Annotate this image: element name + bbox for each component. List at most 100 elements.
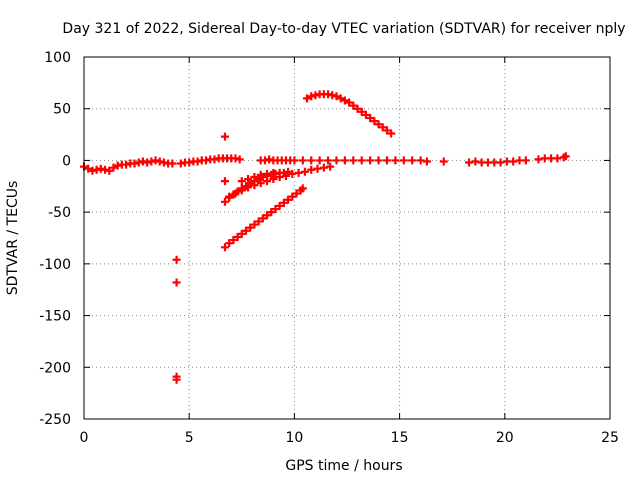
tick-layer: 0 5 10 15 20 25 -250 -200 -150 -100 -50 0 50 100	[39, 50, 619, 446]
data-point	[225, 239, 234, 248]
data-point	[254, 175, 263, 184]
data-series-5	[220, 184, 307, 252]
data-point	[233, 232, 242, 241]
data-point	[408, 156, 417, 165]
data-point	[244, 183, 253, 192]
data-point	[378, 123, 387, 132]
y-tick-label: 0	[62, 153, 71, 169]
data-point	[220, 197, 229, 206]
data-point	[263, 211, 272, 220]
data-point	[172, 255, 181, 264]
data-point	[284, 195, 293, 204]
data-point	[332, 156, 341, 165]
data-point	[256, 179, 265, 188]
data-point	[237, 186, 246, 195]
data-point	[349, 101, 358, 110]
data-point	[235, 155, 244, 164]
data-point	[336, 94, 345, 103]
data-point	[382, 126, 391, 135]
data-series-3	[225, 162, 335, 201]
data-point	[298, 184, 307, 193]
data-point	[366, 114, 375, 123]
data-point	[275, 201, 284, 210]
data-point	[254, 217, 263, 226]
data-point	[349, 156, 358, 165]
data-point	[292, 189, 301, 198]
data-layer	[80, 90, 570, 384]
data-point	[391, 156, 400, 165]
x-tick-label: 25	[601, 430, 619, 446]
data-point	[220, 243, 229, 252]
data-point	[225, 192, 234, 201]
data-series-4	[237, 168, 278, 186]
data-point	[288, 192, 297, 201]
x-tick-label: 20	[496, 430, 514, 446]
data-point	[246, 179, 255, 188]
data-point	[521, 156, 530, 165]
data-series-0	[80, 152, 570, 175]
data-point	[84, 164, 93, 173]
data-point	[109, 163, 118, 172]
data-point	[326, 162, 335, 171]
data-point	[303, 94, 312, 103]
y-axis-label: SDTVAR / TECUs	[5, 181, 21, 296]
data-series-6	[172, 132, 229, 384]
data-point	[422, 157, 431, 166]
data-point	[250, 172, 259, 181]
data-point	[300, 167, 309, 176]
x-tick-label: 0	[80, 430, 89, 446]
data-point	[387, 129, 396, 138]
data-point	[281, 171, 290, 180]
y-tick-label: -200	[39, 360, 71, 376]
data-point	[258, 214, 267, 223]
data-series-1	[303, 90, 396, 138]
x-axis-label: GPS time / hours	[285, 458, 402, 474]
data-point	[244, 175, 253, 184]
data-point	[382, 156, 391, 165]
data-point	[324, 156, 333, 165]
y-tick-label: 100	[44, 50, 71, 66]
data-point	[231, 189, 240, 198]
data-point	[220, 132, 229, 141]
data-point	[307, 156, 316, 165]
data-point	[105, 166, 114, 175]
x-tick-label: 15	[391, 430, 409, 446]
data-point	[315, 156, 324, 165]
data-point	[237, 229, 246, 238]
data-point	[220, 177, 229, 186]
y-tick-label: -250	[39, 412, 71, 428]
data-point	[263, 177, 272, 186]
data-point	[374, 120, 383, 129]
data-point	[357, 156, 366, 165]
x-tick-label: 10	[285, 430, 303, 446]
y-tick-label: -100	[39, 257, 71, 273]
data-point	[332, 92, 341, 101]
data-point	[366, 156, 375, 165]
data-point	[250, 220, 259, 229]
data-point	[172, 375, 181, 384]
data-point	[279, 198, 288, 207]
y-tick-label: -50	[48, 205, 71, 221]
data-point	[345, 98, 354, 107]
data-point	[246, 223, 255, 232]
data-point	[399, 156, 408, 165]
data-point	[250, 181, 259, 190]
data-point	[340, 96, 349, 105]
plot-border	[83, 56, 611, 420]
data-point	[353, 104, 362, 113]
data-point	[290, 156, 299, 165]
data-point	[370, 117, 379, 126]
data-point	[267, 208, 276, 217]
data-point	[298, 156, 307, 165]
data-point	[374, 156, 383, 165]
y-tick-label: -150	[39, 309, 71, 325]
data-point	[340, 156, 349, 165]
data-point	[242, 226, 251, 235]
x-tick-label: 5	[185, 430, 194, 446]
data-point	[229, 236, 238, 245]
y-tick-label: 50	[53, 102, 71, 118]
data-point	[284, 167, 293, 176]
